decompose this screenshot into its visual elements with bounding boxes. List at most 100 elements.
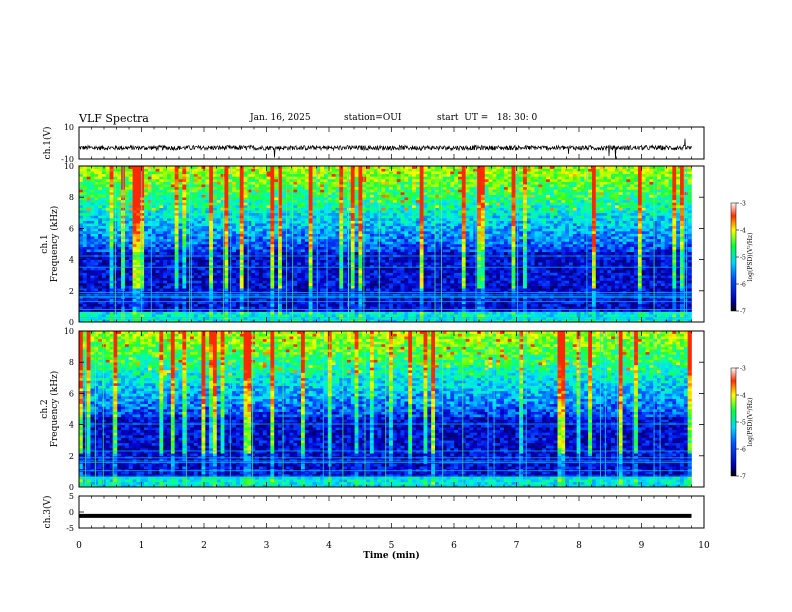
spectrogram-cell	[369, 210, 375, 214]
spectrogram-cell	[389, 179, 394, 182]
spectrogram-cell	[124, 246, 130, 250]
spectrogram-cell	[132, 241, 137, 245]
spectrogram-cell	[239, 241, 244, 245]
spectrogram-cell	[186, 257, 191, 260]
spectrogram-cell	[163, 311, 168, 315]
spectrogram-cell	[389, 236, 394, 240]
spectrogram-cell	[381, 202, 386, 206]
spectrogram-cell	[186, 220, 191, 224]
spectrogram-cell	[170, 202, 176, 206]
spectrogram-cell	[270, 316, 275, 320]
spectrogram-cell	[144, 197, 149, 201]
spectrogram-cell	[331, 225, 336, 229]
spectrogram-cell	[101, 186, 107, 190]
spectrogram-cell	[343, 215, 348, 219]
spectrogram-cell	[262, 238, 267, 242]
spectrogram-cell	[350, 314, 355, 318]
spectrogram-cell	[247, 176, 252, 180]
spectrogram-cell	[216, 311, 221, 315]
spectrogram-cell	[373, 311, 378, 315]
spectrogram-cell	[144, 192, 149, 195]
spectrogram-cell	[235, 215, 241, 219]
ch1-signal-line	[78, 138, 692, 160]
spectrogram-cell	[381, 189, 386, 193]
spectrogram-cell	[358, 251, 363, 255]
spectrogram-cell	[262, 194, 267, 198]
spectrogram-cell	[339, 205, 344, 208]
spectrogram-cell	[385, 316, 390, 320]
spectrogram-cell	[308, 210, 313, 214]
spectrogram-cell	[312, 166, 317, 169]
spectrogram-cell	[205, 283, 210, 286]
spectrogram-cell	[144, 179, 149, 182]
spectrogram-cell	[285, 231, 290, 234]
spectrogram-cell	[216, 231, 221, 234]
spectrogram-cell	[258, 249, 264, 253]
spectrogram-cell	[163, 207, 168, 211]
spectrogram-cell	[86, 309, 91, 312]
spectrogram-cell	[262, 301, 267, 305]
spectrogram-cell	[301, 215, 306, 219]
spectrogram-cell	[205, 207, 210, 211]
spectrogram-cell	[220, 173, 225, 177]
spectrogram-cell	[243, 202, 248, 206]
spectrogram-cell	[327, 189, 332, 193]
spectrogram-cell	[163, 192, 168, 195]
spectrogram-cell	[117, 212, 122, 216]
spectrogram-cell	[193, 270, 198, 273]
spectrogram-cell	[128, 171, 133, 175]
spectrogram-cell	[293, 166, 298, 169]
spectrogram-cell	[331, 166, 336, 169]
spectrogram-cell	[212, 228, 218, 232]
spectrogram-cell	[316, 309, 321, 312]
spectrogram-cell	[174, 275, 179, 279]
spectrogram-cell	[174, 179, 179, 182]
spectrogram-cell	[381, 244, 386, 247]
spectrogram-cell	[350, 251, 355, 255]
spectrogram-cell	[90, 205, 95, 208]
spectrogram-cell	[270, 267, 275, 271]
spectrogram-cell	[79, 166, 84, 169]
spectrogram-cell	[281, 285, 287, 289]
spectrogram-cell	[327, 192, 332, 195]
spectrogram-cell	[151, 231, 156, 234]
spectrogram-cell	[369, 311, 375, 315]
spectrogram-cell	[304, 223, 309, 227]
spectrogram-cell	[186, 303, 191, 307]
spectrogram-cell	[235, 314, 241, 318]
spectrogram-cell	[392, 259, 398, 263]
spectrogram-cell	[216, 264, 221, 268]
spectrogram-cell	[320, 267, 325, 271]
spectrogram-cell	[308, 319, 313, 323]
spectrogram-cell	[316, 199, 321, 203]
spectrogram-cell	[124, 283, 130, 286]
spectrogram-cell	[339, 277, 344, 281]
spectrogram-cell	[304, 301, 309, 305]
spectrogram-cell	[117, 280, 122, 284]
spectrogram-cell	[308, 197, 313, 201]
spectrogram-cell	[212, 166, 218, 169]
spectrogram-cell	[201, 168, 206, 172]
spectrogram-cell	[109, 202, 114, 206]
spectrogram-cell	[159, 205, 164, 208]
spectrogram-cell	[270, 176, 275, 180]
spectrogram-cell	[339, 220, 344, 224]
spectrogram-cell	[128, 181, 133, 185]
spectrogram-cell	[136, 303, 141, 307]
spectrogram-cell	[86, 181, 91, 185]
spectrogram-cell	[366, 233, 371, 237]
spectrogram-cell	[297, 238, 302, 242]
spectrogram-cell	[281, 316, 287, 320]
spectrogram-cell	[301, 288, 306, 292]
spectrogram-cell	[366, 246, 371, 250]
spectrogram-cell	[285, 181, 290, 185]
spectrogram-cell	[140, 306, 145, 310]
spectrogram-cell	[86, 179, 91, 182]
spectrogram-cell	[343, 189, 348, 193]
spectrogram-cell	[193, 173, 198, 177]
spectrogram-cell	[324, 205, 329, 208]
spectrogram-cell	[308, 192, 313, 195]
spectrogram-cell	[209, 272, 214, 276]
spectrogram-cell	[186, 301, 191, 305]
spectrogram-cell	[220, 246, 225, 250]
